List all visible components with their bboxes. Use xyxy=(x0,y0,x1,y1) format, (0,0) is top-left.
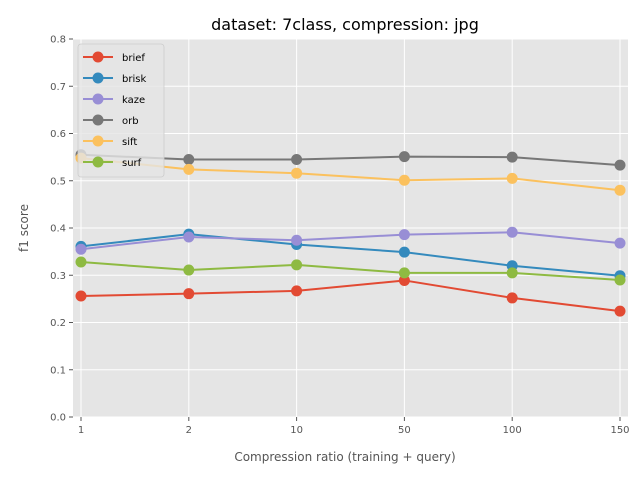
legend: brief brisk kaze orb sift surf xyxy=(77,43,165,178)
y-tick-label: 0.0 xyxy=(50,413,66,424)
y-tick-label: 0.7 xyxy=(50,82,66,93)
legend-label: sift xyxy=(122,137,137,148)
x-tick-label: 1 xyxy=(78,425,84,436)
data-point-orb xyxy=(614,159,626,171)
y-tick-label: 0.3 xyxy=(50,271,66,282)
legend-label: orb xyxy=(122,116,139,127)
series-line-brisk xyxy=(80,233,621,277)
data-point-kaze xyxy=(398,229,410,241)
data-point-kaze xyxy=(183,231,195,243)
data-point-orb xyxy=(183,153,195,165)
series-kaze xyxy=(75,226,626,255)
legend-item-brisk: brisk xyxy=(83,72,146,85)
legend-label: surf xyxy=(122,158,142,169)
y-tick-label: 0.4 xyxy=(50,224,66,235)
data-point-kaze xyxy=(75,243,87,255)
series-line-brief xyxy=(80,279,621,313)
x-tick-label: 10 xyxy=(290,425,303,436)
series-brief xyxy=(75,274,626,317)
x-axis-ticks: 1 2 10 50 100 150 xyxy=(78,417,630,436)
y-tick-label: 0.2 xyxy=(50,318,66,329)
legend-item-kaze: kaze xyxy=(83,93,145,106)
data-point-sift xyxy=(398,174,410,186)
grid xyxy=(73,38,628,418)
data-point-orb xyxy=(291,153,303,165)
legend-label: brisk xyxy=(122,74,146,85)
chart-title: dataset: 7class, compression: jpg xyxy=(211,15,479,34)
legend-label: brief xyxy=(122,53,145,64)
data-point-kaze xyxy=(614,237,626,249)
legend-frame xyxy=(77,43,165,178)
data-point-surf xyxy=(183,264,195,276)
y-axis-label: f1 score xyxy=(17,204,31,252)
legend-item-sift: sift xyxy=(83,135,137,148)
series-line-surf xyxy=(80,261,621,281)
x-tick-label: 100 xyxy=(503,425,522,436)
data-point-sift xyxy=(614,184,626,196)
data-point-surf xyxy=(291,259,303,271)
data-point-surf xyxy=(75,256,87,268)
series-line-orb xyxy=(80,153,621,167)
y-axis-ticks: 0.0 0.1 0.2 0.3 0.4 0.5 0.6 0.7 0.8 xyxy=(50,35,73,424)
data-point-brief xyxy=(398,274,410,286)
data-point-kaze xyxy=(506,226,518,238)
data-point-orb xyxy=(506,151,518,163)
y-tick-label: 0.8 xyxy=(50,35,66,46)
data-point-surf xyxy=(398,267,410,279)
data-point-sift xyxy=(183,163,195,175)
x-tick-label: 150 xyxy=(610,425,629,436)
data-point-kaze xyxy=(291,234,303,246)
data-point-brief xyxy=(291,285,303,297)
legend-marker xyxy=(92,51,104,63)
legend-marker xyxy=(92,135,104,147)
legend-marker xyxy=(92,72,104,84)
data-point-brief xyxy=(75,290,87,302)
legend-item-surf: surf xyxy=(83,156,142,169)
data-point-sift xyxy=(506,172,518,184)
data-point-surf xyxy=(506,267,518,279)
series-layer xyxy=(75,149,626,317)
data-point-surf xyxy=(614,274,626,286)
y-tick-label: 0.5 xyxy=(50,176,66,187)
y-tick-label: 0.6 xyxy=(50,129,66,140)
legend-marker xyxy=(92,156,104,168)
legend-label: kaze xyxy=(122,95,145,106)
x-tick-label: 50 xyxy=(398,425,411,436)
data-point-sift xyxy=(291,167,303,179)
data-point-brief xyxy=(183,288,195,300)
series-orb xyxy=(75,149,626,171)
data-point-brief xyxy=(614,305,626,317)
series-line-kaze xyxy=(80,231,621,251)
series-surf xyxy=(75,256,626,286)
legend-item-orb: orb xyxy=(83,114,139,127)
legend-marker xyxy=(92,93,104,105)
data-point-orb xyxy=(398,151,410,163)
data-point-brisk xyxy=(398,246,410,258)
x-axis-label: Compression ratio (training + query) xyxy=(234,450,455,464)
y-tick-label: 0.1 xyxy=(50,365,66,376)
series-line-sift xyxy=(80,157,621,192)
legend-item-brief: brief xyxy=(83,51,145,64)
legend-marker xyxy=(92,114,104,126)
x-tick-label: 2 xyxy=(186,425,192,436)
data-point-brief xyxy=(506,292,518,304)
